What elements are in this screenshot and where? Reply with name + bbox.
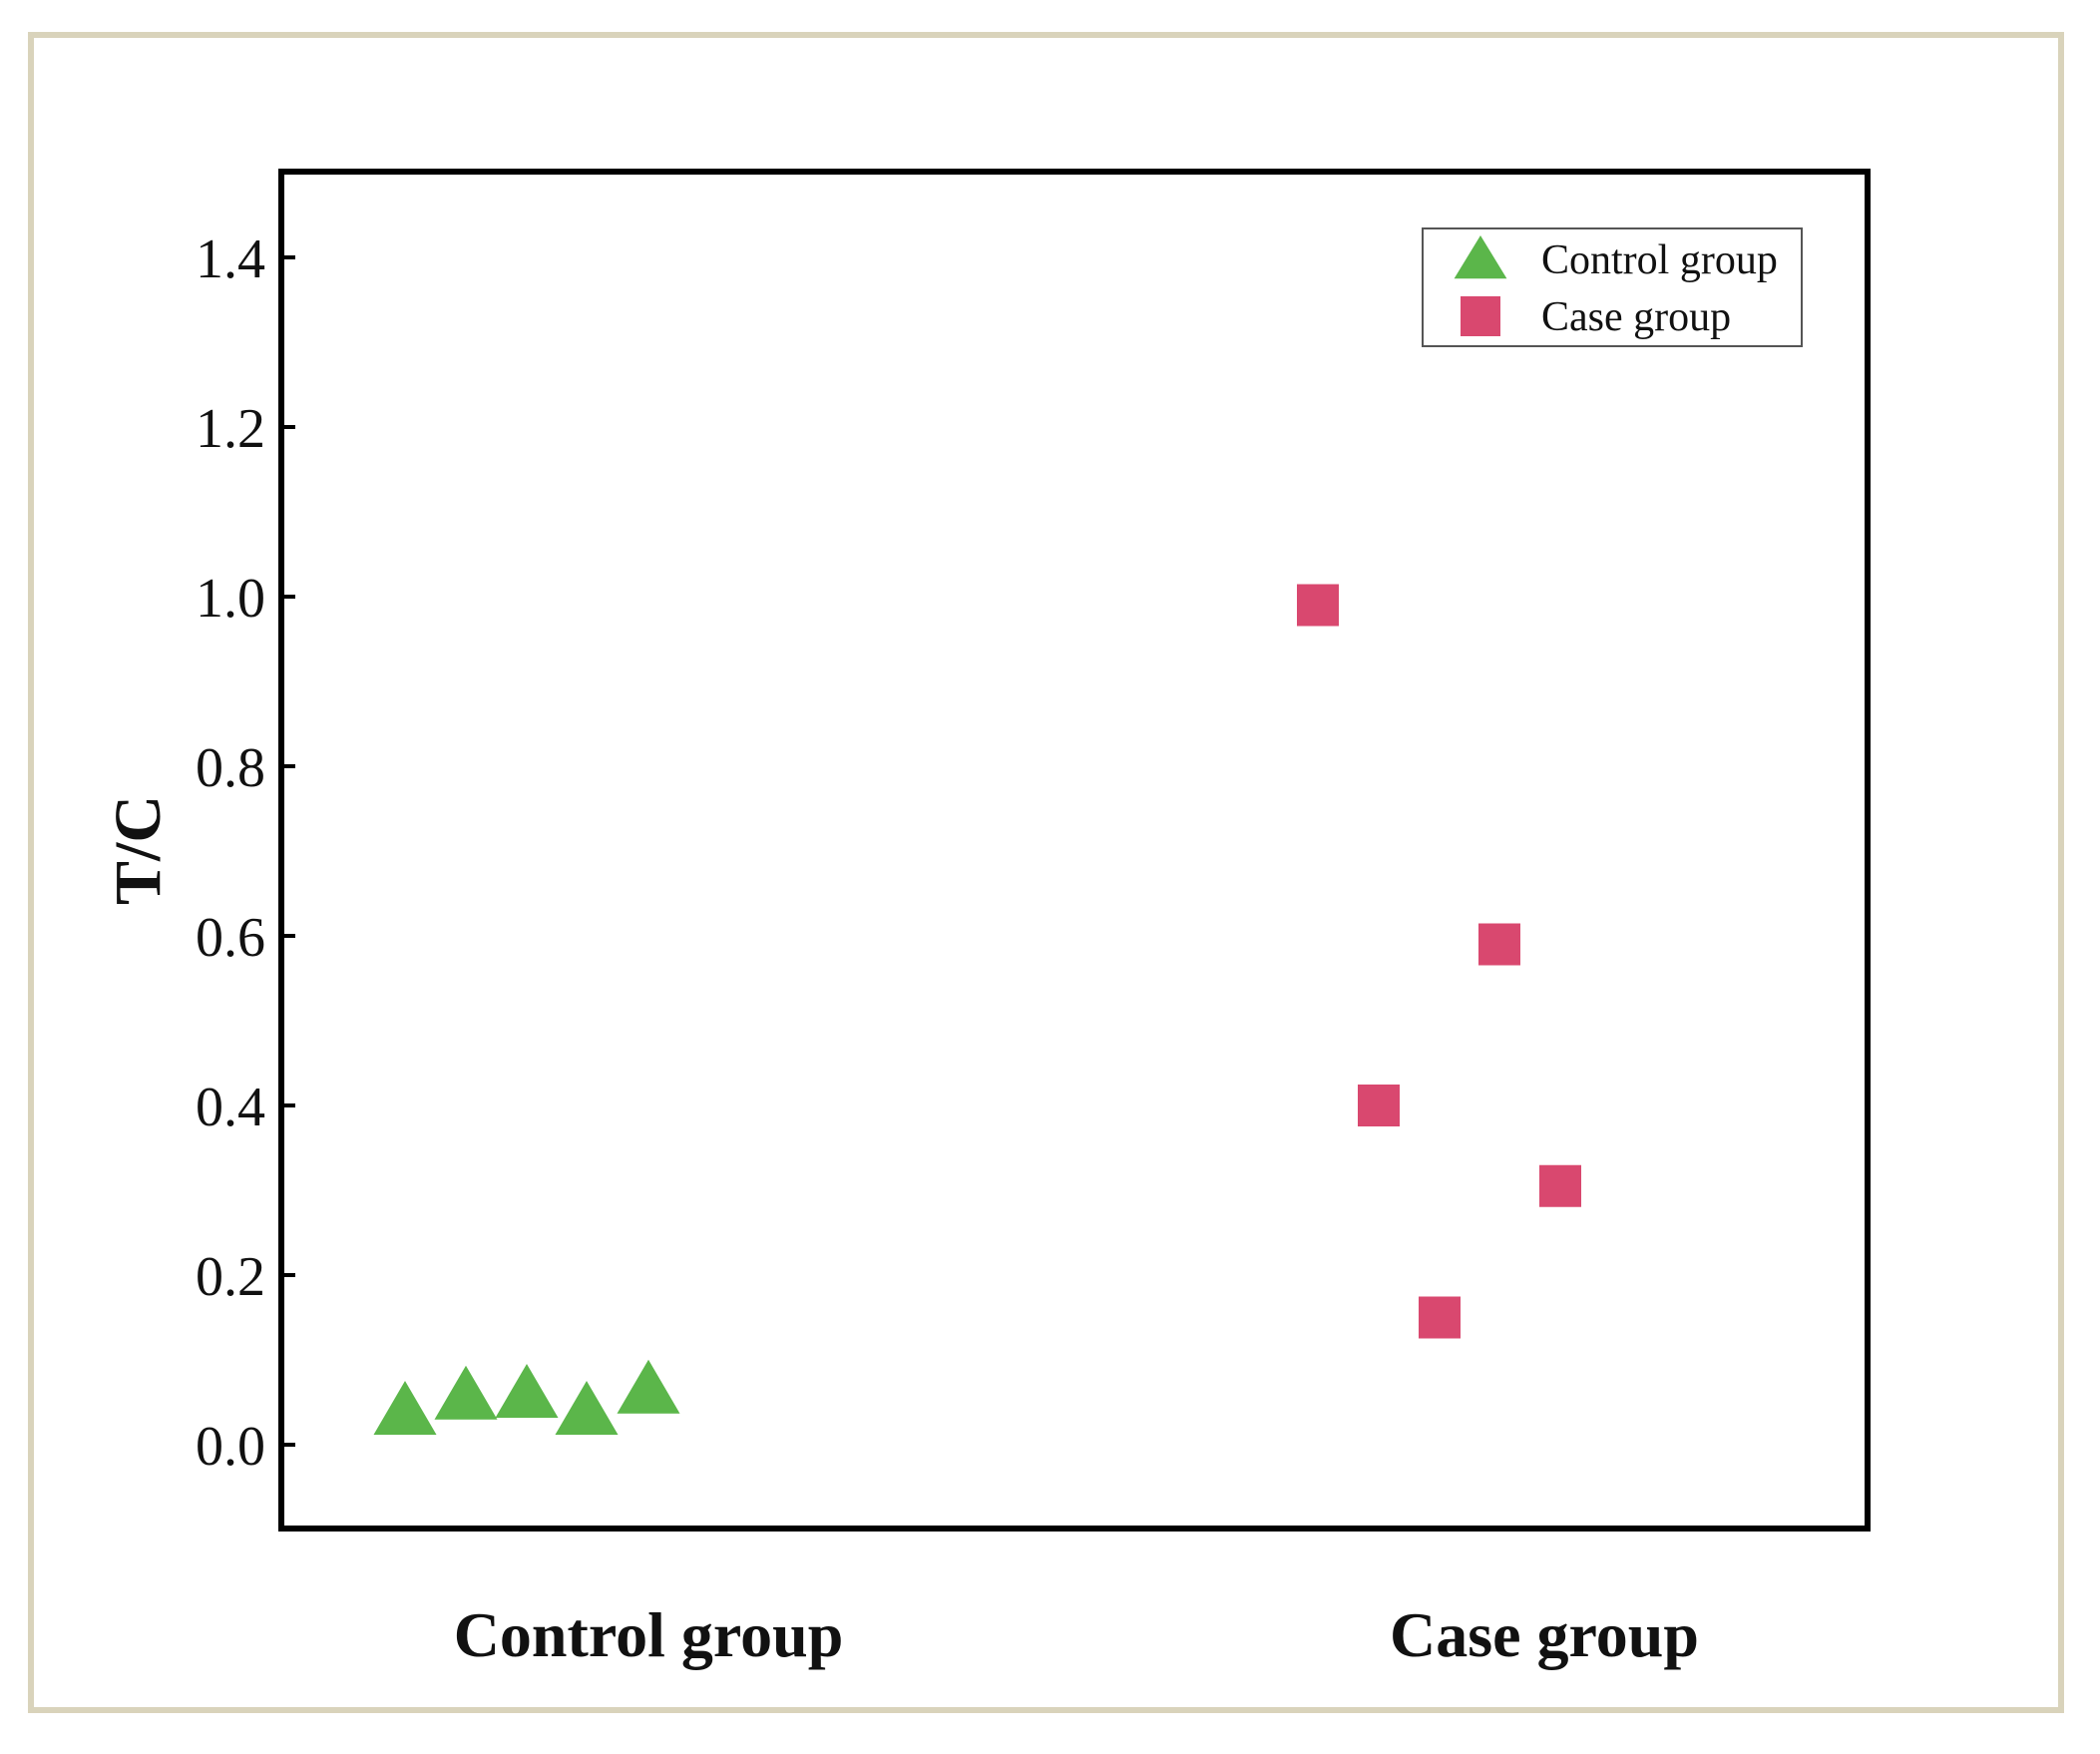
y-tick-label: 0.4 — [196, 1077, 265, 1138]
y-axis: 0.0 0.2 0.4 0.6 0.8 1.0 1.2 1.4 — [196, 228, 295, 1478]
case-group-point — [1297, 584, 1339, 627]
legend: Control group Case group — [1422, 227, 1803, 347]
x-axis-categories: Control group Case group — [454, 1599, 1699, 1670]
legend-case-label: Case group — [1541, 294, 1731, 340]
control-group-point — [495, 1364, 559, 1418]
case-group-point — [1478, 923, 1520, 966]
control-group-point — [555, 1381, 619, 1435]
control-group-point — [434, 1365, 498, 1420]
control-group-point — [373, 1381, 437, 1435]
category-label: Case group — [1390, 1599, 1699, 1670]
y-tick-label: 0.6 — [196, 907, 265, 969]
legend-control-label: Control group — [1541, 237, 1778, 283]
case-group-point — [1539, 1164, 1581, 1207]
y-tick-label: 0.0 — [196, 1416, 265, 1478]
y-tick-label: 1.2 — [196, 398, 265, 460]
y-tick-label: 1.0 — [196, 568, 265, 630]
category-label: Control group — [454, 1599, 844, 1670]
control-group-point — [617, 1359, 680, 1414]
data-points — [373, 584, 1581, 1435]
case-group-point — [1358, 1085, 1400, 1126]
y-tick-label: 0.2 — [196, 1246, 265, 1308]
legend-case-marker — [1461, 296, 1500, 336]
y-tick-label: 0.8 — [196, 737, 265, 799]
y-tick-label: 1.4 — [196, 228, 265, 290]
legend-control-marker — [1454, 235, 1507, 279]
plot-area — [278, 169, 1871, 1532]
case-group-point — [1419, 1296, 1461, 1339]
y-axis-title: T/C — [102, 795, 175, 905]
